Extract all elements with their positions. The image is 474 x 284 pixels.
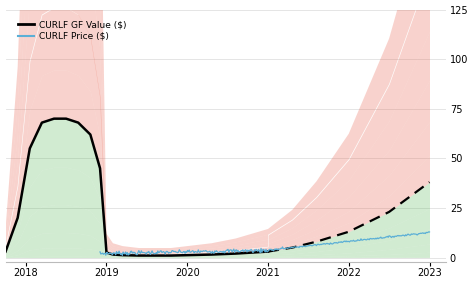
Legend: CURLF GF Value ($), CURLF Price ($): CURLF GF Value ($), CURLF Price ($) [15,16,130,45]
